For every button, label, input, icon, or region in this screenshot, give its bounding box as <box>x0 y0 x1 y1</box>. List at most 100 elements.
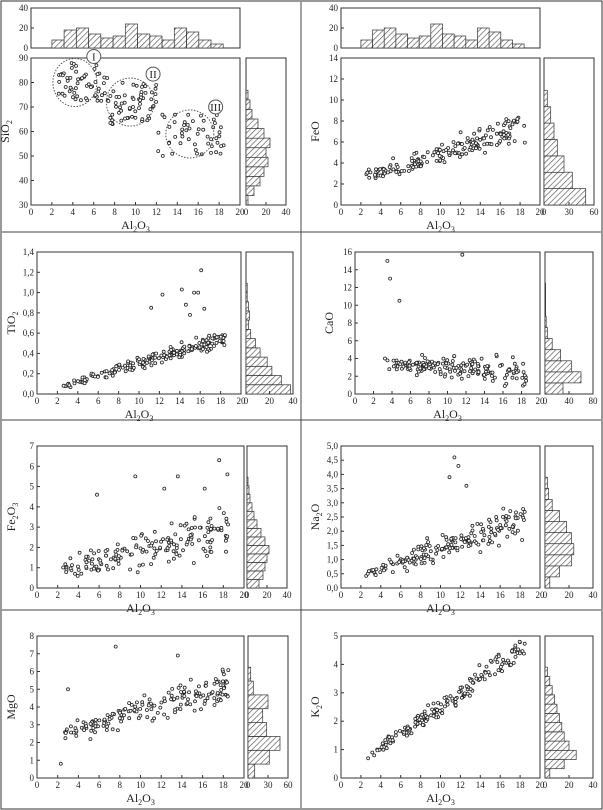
feo-data-point <box>498 132 503 137</box>
k2o-side-hist-tick-label: 40 <box>589 780 599 790</box>
feo-top-hist-bar <box>488 31 502 49</box>
na2o-data-point <box>494 518 499 523</box>
sio2-side-hist-bar <box>245 175 261 187</box>
feo-x-tick-label: 2 <box>359 207 364 217</box>
mgo-data-point <box>82 728 86 732</box>
panels: 0 2 4 6 8 10 12 14 16 18 2030405060708090Al2O3SiO2… <box>0 3 599 807</box>
mgo-data-point <box>187 690 191 695</box>
mgo-data-point <box>170 687 175 691</box>
mgo-data-point <box>116 728 120 733</box>
na2o-data-point <box>428 557 433 562</box>
fe2o3-data-point <box>165 546 170 551</box>
sio2-data-point <box>173 134 178 139</box>
fe2o3-data-point <box>92 551 96 556</box>
feo-data-point <box>522 123 527 128</box>
sio2-top-hist-bar <box>112 35 126 49</box>
feo-x-tick-label: 6 <box>398 207 403 217</box>
k2o-x-tick-label: 2 <box>359 780 364 790</box>
fe2o3-data-point <box>153 552 158 557</box>
mgo-data-point <box>127 716 132 721</box>
tio2-data-point <box>182 344 187 349</box>
cao-x-tick-label: 12 <box>462 396 471 406</box>
fe2o3-data-point <box>151 555 156 560</box>
k2o-data-point <box>513 655 518 659</box>
sio2-data-point <box>63 85 68 89</box>
na2o-data-point <box>407 560 412 565</box>
sio2-data-point <box>156 130 161 135</box>
na2o-side-hist-tick-label: 20 <box>565 590 575 600</box>
tio2-data-point <box>179 340 184 345</box>
cao-data-point <box>437 367 442 372</box>
tio2-data-point <box>160 292 165 297</box>
cao-data-point <box>410 362 415 367</box>
cao-data-point <box>524 378 528 383</box>
mgo-y-ticks: 0 1 2 3 4 5 6 7 8 <box>30 631 40 783</box>
feo-data-point <box>503 121 508 126</box>
fe2o3-data-point <box>103 549 108 553</box>
mgo-data-point <box>142 693 147 698</box>
tio2-data-point <box>159 360 164 365</box>
fe2o3-data-point <box>94 564 99 569</box>
fe2o3-side-hist-bar <box>246 536 266 546</box>
mgo-data-point <box>219 688 224 692</box>
sio2-side-hist-bar <box>245 147 267 158</box>
na2o-data-point <box>381 562 386 567</box>
mgo-y-axis-title: MgO <box>4 694 18 720</box>
cao-data-point <box>512 361 517 366</box>
cao-y-tick-label: 0 <box>348 389 353 399</box>
sio2-side-histogram: 0 20 40 <box>244 57 291 217</box>
tio2-data-point <box>110 368 114 373</box>
sio2-data-point <box>214 136 219 141</box>
sio2-data-point <box>130 114 134 119</box>
fe2o3-data-point <box>196 538 201 543</box>
mgo-data-point <box>162 696 167 701</box>
na2o-side-histogram: 0 20 40 <box>543 445 598 600</box>
k2o-data-point <box>474 676 479 681</box>
feo-data-point <box>412 162 417 167</box>
k2o-data-point <box>413 724 418 729</box>
fe2o3-data-point <box>77 550 82 555</box>
cao-data-point <box>432 361 437 366</box>
fe2o3-data-point <box>104 553 108 558</box>
feo-data-point <box>522 140 527 145</box>
na2o-data-point <box>496 543 501 548</box>
fe2o3-side-hist-bar <box>246 562 266 572</box>
sio2-data-point <box>122 100 127 105</box>
fe2o3-data-point <box>223 538 228 543</box>
na2o-x-axis-title: Al2O3 <box>426 601 455 617</box>
tio2-data-point <box>202 306 207 311</box>
tio2-y-tick-label: 0,8 <box>23 308 35 318</box>
k2o-x-axis-title: Al2O3 <box>426 791 455 807</box>
tio2-side-hist-bar <box>245 329 252 339</box>
sio2-data-point <box>117 110 121 115</box>
tio2-data-point <box>123 369 128 374</box>
na2o-data-point <box>494 515 499 519</box>
sio2-data-point <box>143 91 148 95</box>
k2o-data-point <box>473 672 477 677</box>
sio2-top-hist-bar <box>124 23 138 49</box>
sio2-top-hist-bar <box>88 33 102 49</box>
feo-top-hist-bar <box>465 39 478 49</box>
feo-data-point <box>482 136 487 141</box>
tio2-data-point <box>128 363 133 368</box>
cao-y-tick-label: 8 <box>348 318 353 328</box>
tio2-data-point <box>126 359 131 364</box>
na2o-data-point <box>413 562 418 567</box>
tio2-data-point <box>186 349 191 354</box>
mgo-data-point <box>221 686 226 691</box>
k2o-data-point <box>406 726 411 731</box>
k2o-data-point <box>468 678 473 683</box>
na2o-data-point <box>440 546 444 551</box>
fe2o3-data-point <box>115 542 120 547</box>
fe2o3-data-point <box>221 511 226 515</box>
feo-data-point <box>460 152 465 157</box>
cao-x-tick-label: 4 <box>390 396 395 406</box>
cao-data-point <box>420 352 425 357</box>
k2o-data-point <box>409 731 414 736</box>
na2o-data-point <box>452 455 457 460</box>
sio2-x-tick-label: 10 <box>131 207 141 217</box>
sio2-data-point <box>102 81 106 85</box>
tio2-data-point <box>204 345 209 349</box>
sio2-data-point <box>123 116 127 121</box>
tio2-side-hist-tick-label: 0 <box>244 396 249 406</box>
